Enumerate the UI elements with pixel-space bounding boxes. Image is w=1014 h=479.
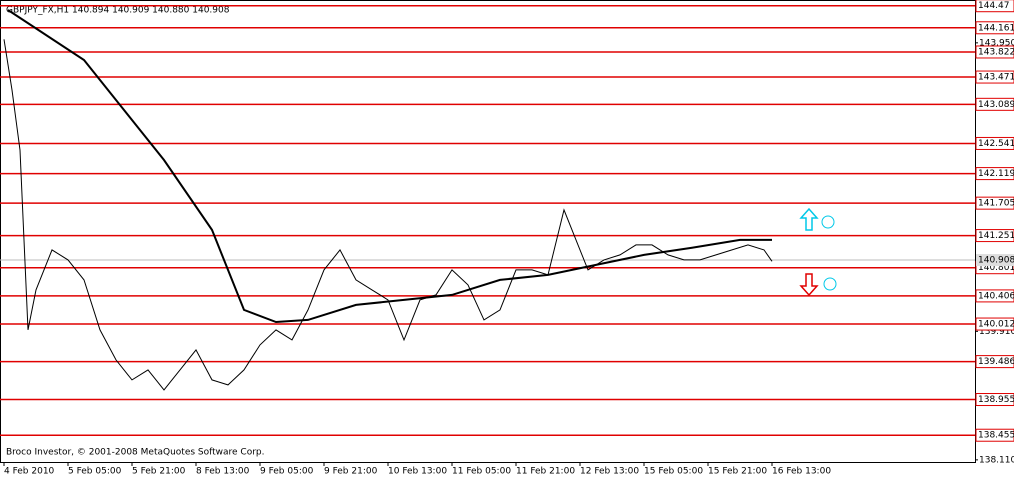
x-tick-label: 9 Feb 05:00: [260, 467, 314, 477]
x-tick-label: 11 Feb 21:00: [516, 467, 575, 477]
signal-down: [799, 273, 819, 297]
level-label: 141.251: [978, 231, 1014, 241]
x-tick-label: 11 Feb 05:00: [452, 467, 511, 477]
level-label: 144.161: [978, 23, 1014, 33]
chart-title: GBPJPY_FX,H1 140.894 140.909 140.880 140…: [6, 6, 230, 16]
plot-frame: [0, 0, 976, 463]
level-label: 143.822: [978, 47, 1014, 57]
x-tick-label: 8 Feb 13:00: [196, 467, 250, 477]
level-label: 142.119: [978, 169, 1014, 179]
x-tick-label: 15 Feb 21:00: [708, 467, 767, 477]
x-tick-label: 9 Feb 21:00: [324, 467, 378, 477]
x-tick-label: 5 Feb 05:00: [68, 467, 122, 477]
level-label: 143.471: [978, 73, 1014, 83]
level-label: 139.486: [978, 357, 1014, 367]
level-label: 144.47: [978, 1, 1010, 11]
level-label: 142.541: [978, 139, 1014, 149]
y-tick-label: 138.110: [979, 455, 1014, 465]
price-label: 140.908: [978, 256, 1014, 266]
series-line: [3, 39, 773, 391]
level-label-box: [975, 355, 1014, 369]
level-label-box: [975, 0, 1014, 13]
level-label-box: [975, 167, 1014, 181]
icon-hand: [821, 215, 835, 229]
level-label: 140.012: [978, 320, 1014, 330]
y-tick-label: 139.910: [979, 327, 1014, 337]
price-label-box: [976, 254, 1014, 267]
level-label: 143.089: [978, 100, 1014, 110]
level-label-box: [975, 289, 1014, 303]
level-label-box: [975, 45, 1014, 59]
level-label-box: [975, 136, 1014, 150]
x-tick-label: 15 Feb 05:00: [644, 467, 703, 477]
level-label-box: [975, 21, 1014, 35]
x-tick-label: 12 Feb 13:00: [580, 467, 639, 477]
x-tick-label: 4 Feb 2010: [4, 467, 55, 477]
signal-up: [799, 207, 819, 231]
y-tick-label: 143.950: [979, 38, 1014, 48]
level-label-box: [975, 229, 1014, 243]
level-label: 140.801: [978, 263, 1014, 273]
copyright: Broco Investor, © 2001-2008 MetaQuotes S…: [6, 448, 265, 458]
level-label-box: [975, 428, 1014, 442]
level-label-box: [975, 393, 1014, 407]
x-tick-label: 5 Feb 21:00: [132, 467, 186, 477]
level-label-box: [975, 317, 1014, 331]
level-label-box: [975, 196, 1014, 210]
series-line: [7, 9, 772, 324]
x-tick-label: 10 Feb 13:00: [388, 467, 447, 477]
icon-hand: [823, 277, 837, 291]
level-label: 138.955: [978, 395, 1014, 405]
level-label: 141.705: [978, 199, 1014, 209]
x-tick-label: 16 Feb 13:00: [772, 467, 831, 477]
level-label: 140.406: [978, 291, 1014, 301]
level-label-box: [975, 97, 1014, 111]
level-label-box: [975, 70, 1014, 84]
level-label: 138.455: [978, 431, 1014, 441]
